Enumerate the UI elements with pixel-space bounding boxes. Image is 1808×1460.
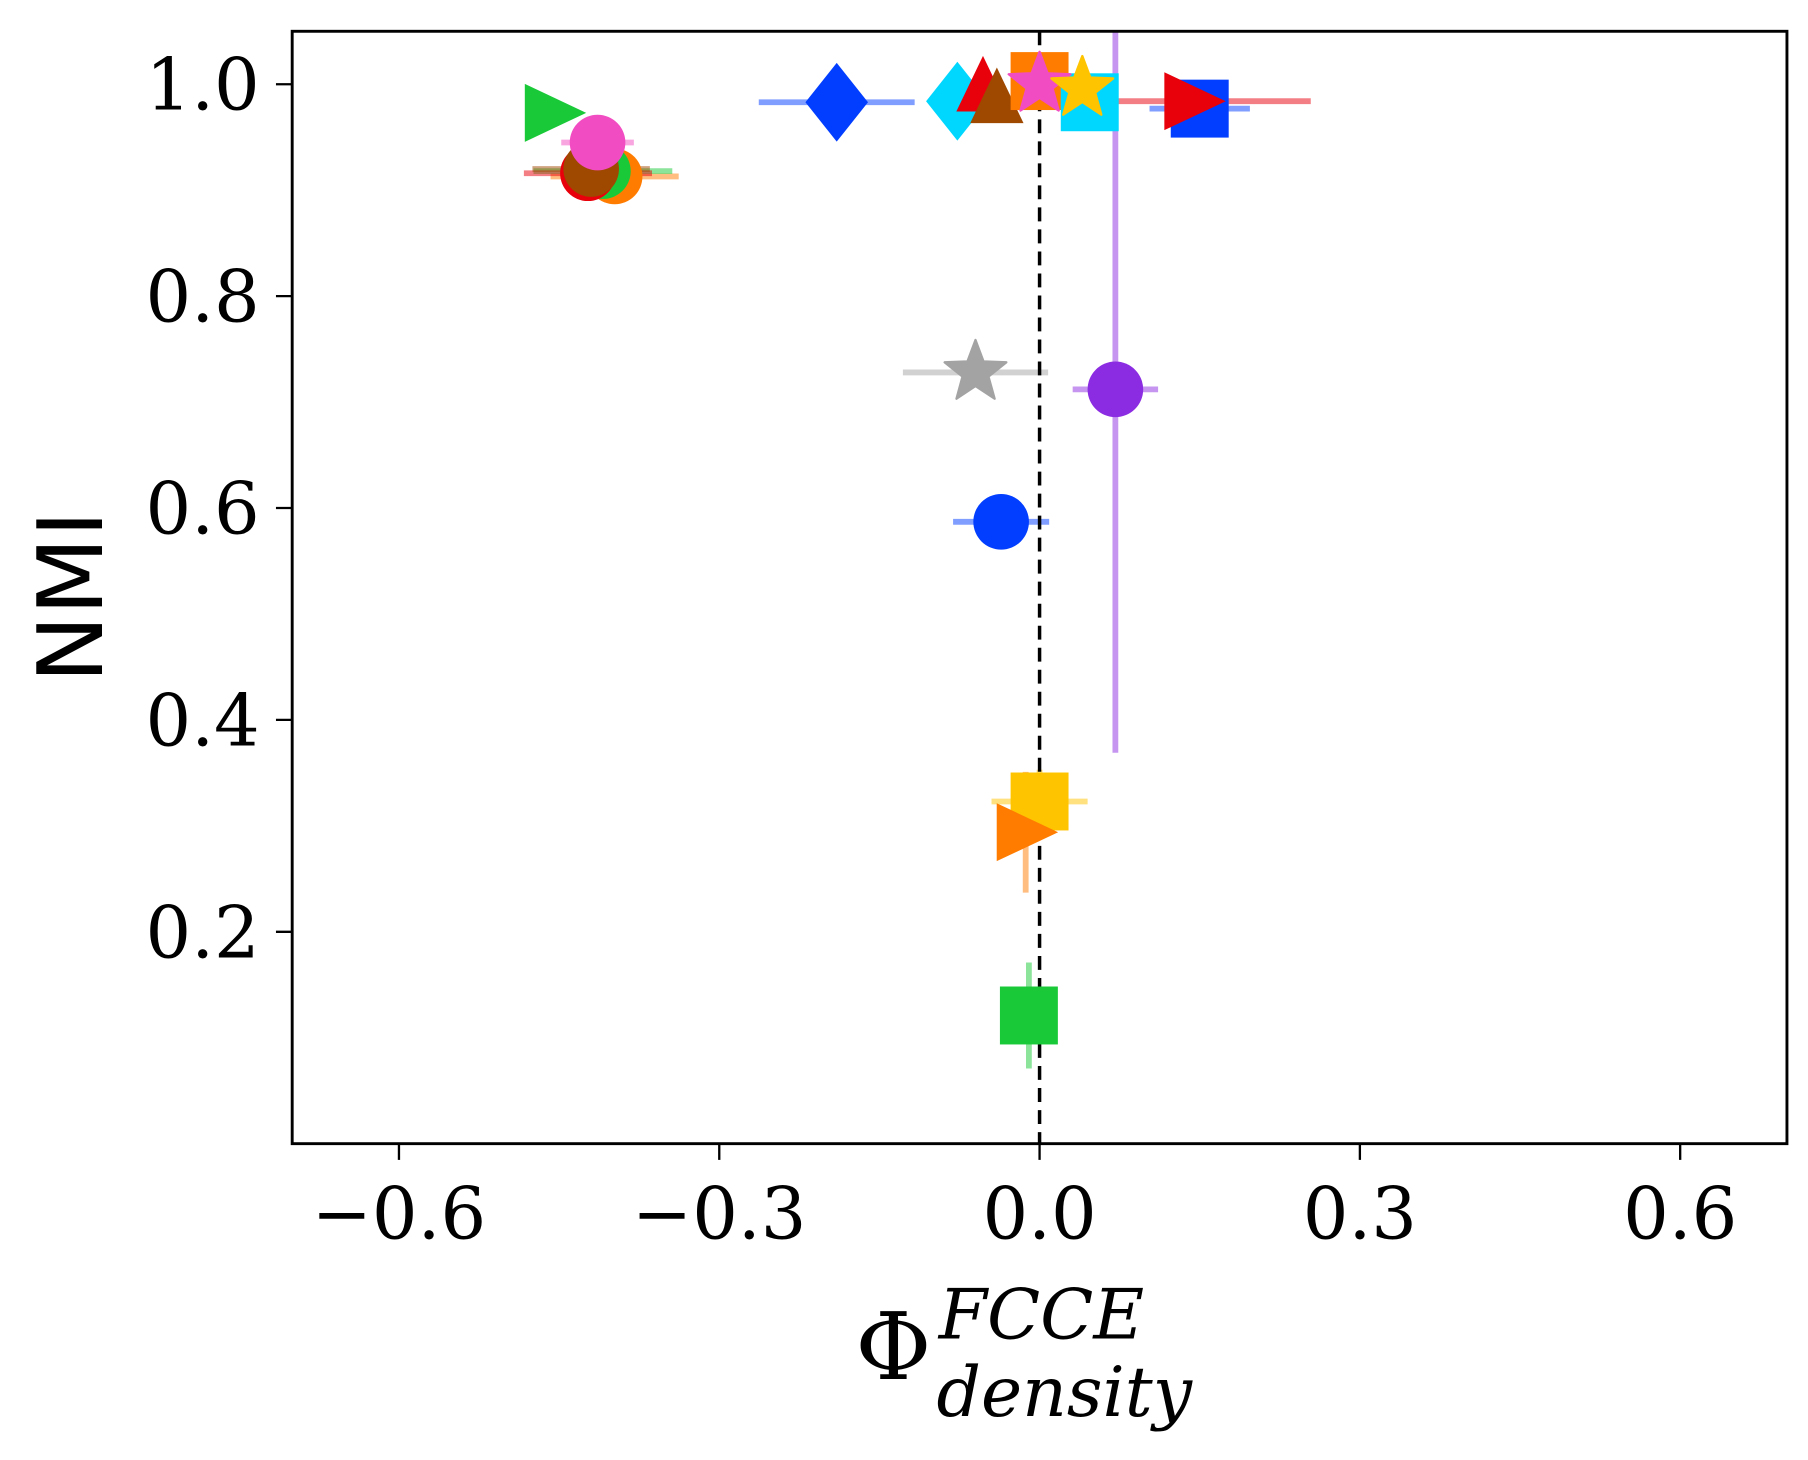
data-point-star	[943, 338, 1008, 400]
x-tick-label: −0.6	[312, 1172, 486, 1256]
data-point-square	[999, 986, 1058, 1045]
axis-ticks: −0.6 −0.3 0.0 0.3 0.6 0.2 0.4 0.6 0.8 1.0	[146, 43, 1738, 1256]
y-tick-label: 0.2	[146, 890, 260, 974]
plot-frame	[290, 29, 1789, 1146]
data-point-triangle-right	[1164, 72, 1226, 131]
y-tick-label: 0.8	[146, 255, 260, 339]
x-tick-label: 0.6	[1623, 1172, 1737, 1256]
data-point-triangle-right	[996, 803, 1059, 862]
data-point-star	[1050, 54, 1115, 116]
x-axis-label-superscript: FCCE	[937, 1274, 1144, 1355]
data-point-circle	[1087, 361, 1144, 418]
y-tick-label: 0.4	[146, 678, 260, 762]
x-axis-label-symbol: Φ	[855, 1293, 931, 1401]
data-point-star	[1007, 50, 1072, 112]
x-axis-label: Φ FCCE density	[855, 1274, 1192, 1433]
y-tick-label: 1.0	[146, 43, 260, 127]
data-point-circle	[973, 493, 1029, 550]
data-point-triangle-right	[524, 83, 587, 142]
x-axis-label-subscript: density	[936, 1352, 1192, 1433]
y-tick-label: 0.6	[146, 467, 260, 551]
y-axis-label: NMI	[19, 511, 124, 683]
data-point-diamond	[805, 62, 868, 142]
data-point-triangle-up	[970, 67, 1024, 124]
data-point-circle	[569, 114, 626, 171]
x-tick-label: 0.0	[982, 1172, 1096, 1256]
x-tick-label: 0.3	[1303, 1172, 1417, 1256]
plot-area	[523, 31, 1311, 1144]
x-tick-label: −0.3	[632, 1172, 806, 1256]
